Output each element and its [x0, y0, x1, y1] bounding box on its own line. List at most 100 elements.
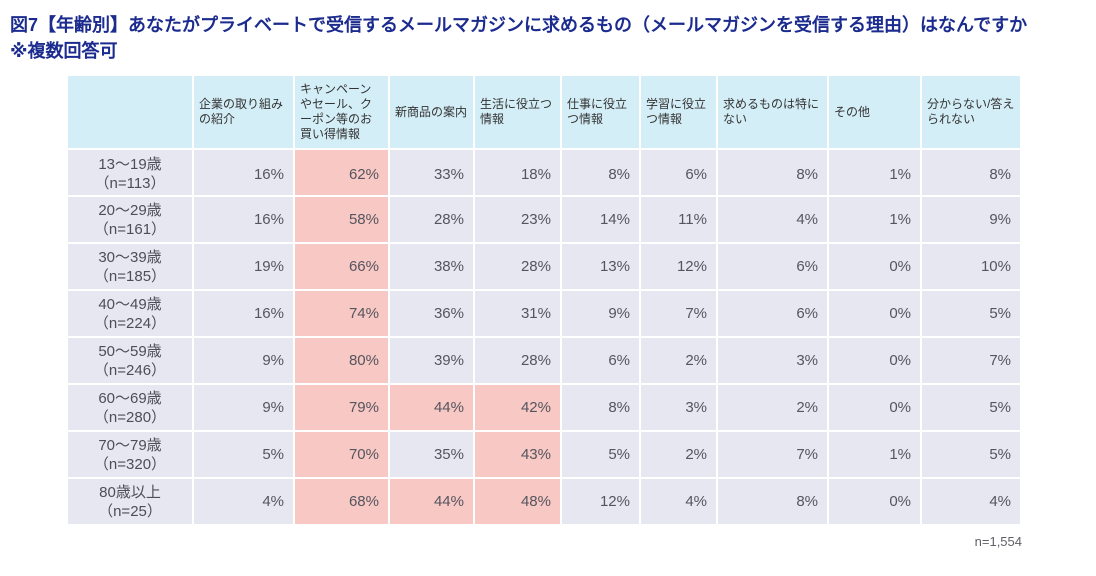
- sample-size-label: （n=161）: [93, 220, 167, 238]
- row-header: 30～39歳 （n=185）: [68, 244, 192, 289]
- row-header: 80歳以上 （n=25）: [68, 479, 192, 524]
- row-header: 13～19歳 （n=113）: [68, 150, 192, 195]
- data-cell: 28%: [390, 197, 473, 242]
- data-cell: 23%: [475, 197, 560, 242]
- data-cell: 44%: [390, 479, 473, 524]
- data-cell: 6%: [718, 291, 827, 336]
- data-cell: 2%: [718, 385, 827, 430]
- data-cell: 3%: [641, 385, 716, 430]
- data-cell: 42%: [475, 385, 560, 430]
- data-cell: 5%: [922, 385, 1020, 430]
- data-cell: 9%: [194, 385, 293, 430]
- data-cell: 1%: [829, 432, 920, 477]
- data-cell: 8%: [562, 150, 639, 195]
- data-cell: 31%: [475, 291, 560, 336]
- data-cell: 58%: [295, 197, 388, 242]
- data-cell: 8%: [718, 150, 827, 195]
- row-header: 40～49歳 （n=224）: [68, 291, 192, 336]
- data-cell: 18%: [475, 150, 560, 195]
- data-cell: 36%: [390, 291, 473, 336]
- data-cell: 7%: [718, 432, 827, 477]
- data-cell: 8%: [562, 385, 639, 430]
- column-header-3: 生活に役立つ情報: [475, 76, 560, 148]
- sample-size-label: （n=280）: [93, 408, 167, 426]
- table-row: 50～59歳 （n=246） 9% 80% 39% 28% 6% 2% 3% 0% 7%: [68, 338, 1020, 383]
- data-cell: 74%: [295, 291, 388, 336]
- row-header: 20～29歳 （n=161）: [68, 197, 192, 242]
- data-cell: 68%: [295, 479, 388, 524]
- column-header-1: キャンペーンやセール、クーポン等のお買い得情報: [295, 76, 388, 148]
- data-cell: 16%: [194, 197, 293, 242]
- column-header-8: 分からない/答えられない: [922, 76, 1020, 148]
- table-row: 70～79歳 （n=320） 5% 70% 35% 43% 5% 2% 7% 1% 5%: [68, 432, 1020, 477]
- data-cell: 4%: [641, 479, 716, 524]
- data-cell: 5%: [194, 432, 293, 477]
- row-header: 60～69歳 （n=280）: [68, 385, 192, 430]
- data-cell: 9%: [562, 291, 639, 336]
- row-header: 70～79歳 （n=320）: [68, 432, 192, 477]
- data-cell: 38%: [390, 244, 473, 289]
- data-cell: 43%: [475, 432, 560, 477]
- corner-cell: [68, 76, 192, 148]
- data-cell: 28%: [475, 244, 560, 289]
- age-group-label: 40～49歳: [98, 295, 162, 313]
- figure-title-line2: ※複数回答可: [10, 41, 118, 61]
- data-cell: 48%: [475, 479, 560, 524]
- table-area: 企業の取り組みの紹介 キャンペーンやセール、クーポン等のお買い得情報 新商品の案内生…: [66, 74, 1022, 549]
- sample-size-label: （n=185）: [93, 267, 167, 285]
- age-group-label: 50～59歳: [98, 342, 162, 360]
- table-row: 80歳以上 （n=25） 4% 68% 44% 48% 12% 4% 8% 0% 4%: [68, 479, 1020, 524]
- age-group-label: 80歳以上: [99, 483, 161, 501]
- table-row: 20～29歳 （n=161） 16% 58% 28% 23% 14% 11% 4% 1% 9%: [68, 197, 1020, 242]
- sample-size-label: （n=320）: [93, 455, 167, 473]
- data-cell: 62%: [295, 150, 388, 195]
- data-cell: 6%: [718, 244, 827, 289]
- sample-size-label: （n=25）: [98, 502, 162, 520]
- data-cell: 1%: [829, 197, 920, 242]
- data-cell: 3%: [718, 338, 827, 383]
- data-cell: 2%: [641, 338, 716, 383]
- data-cell: 33%: [390, 150, 473, 195]
- figure-title: 図7【年齢別】あなたがプライベートで受信するメールマガジンに求めるもの（メールマ…: [0, 0, 1096, 64]
- data-cell: 66%: [295, 244, 388, 289]
- data-cell: 9%: [194, 338, 293, 383]
- data-cell: 14%: [562, 197, 639, 242]
- data-cell: 70%: [295, 432, 388, 477]
- data-cell: 8%: [922, 150, 1020, 195]
- survey-table: 企業の取り組みの紹介 キャンペーンやセール、クーポン等のお買い得情報 新商品の案内生…: [66, 74, 1022, 526]
- data-cell: 19%: [194, 244, 293, 289]
- data-cell: 13%: [562, 244, 639, 289]
- data-cell: 0%: [829, 479, 920, 524]
- data-cell: 28%: [475, 338, 560, 383]
- data-cell: 4%: [718, 197, 827, 242]
- data-cell: 7%: [641, 291, 716, 336]
- data-cell: 2%: [641, 432, 716, 477]
- data-cell: 12%: [562, 479, 639, 524]
- data-cell: 4%: [194, 479, 293, 524]
- data-cell: 5%: [922, 432, 1020, 477]
- data-cell: 0%: [829, 244, 920, 289]
- sample-size-label: （n=246）: [93, 361, 167, 379]
- age-group-label: 20～29歳: [98, 201, 162, 219]
- data-cell: 0%: [829, 338, 920, 383]
- data-cell: 8%: [718, 479, 827, 524]
- data-cell: 6%: [562, 338, 639, 383]
- column-header-0: 企業の取り組みの紹介: [194, 76, 293, 148]
- figure-page: 図7【年齢別】あなたがプライベートで受信するメールマガジンに求めるもの（メールマ…: [0, 0, 1096, 549]
- column-header-5: 学習に役立つ情報: [641, 76, 716, 148]
- figure-title-line1: 図7【年齢別】あなたがプライベートで受信するメールマガジンに求めるもの（メールマ…: [10, 15, 1028, 35]
- row-header: 50～59歳 （n=246）: [68, 338, 192, 383]
- column-header-6: 求めるものは特にない: [718, 76, 827, 148]
- age-group-label: 70～79歳: [98, 436, 162, 454]
- column-header-7: その他: [829, 76, 920, 148]
- total-sample-size: n=1,554: [974, 534, 1022, 549]
- data-cell: 4%: [922, 479, 1020, 524]
- data-cell: 5%: [562, 432, 639, 477]
- data-cell: 12%: [641, 244, 716, 289]
- data-cell: 0%: [829, 385, 920, 430]
- table-row: 13～19歳 （n=113） 16% 62% 33% 18% 8% 6% 8% 1% 8%: [68, 150, 1020, 195]
- sample-size-label: （n=224）: [93, 314, 167, 332]
- data-cell: 16%: [194, 291, 293, 336]
- data-cell: 39%: [390, 338, 473, 383]
- data-cell: 11%: [641, 197, 716, 242]
